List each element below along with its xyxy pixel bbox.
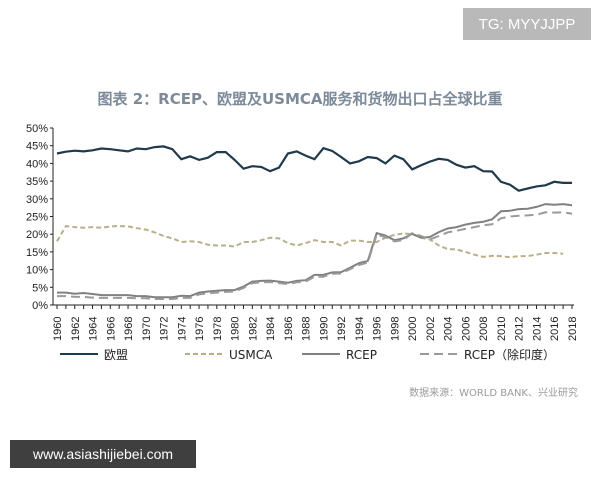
x-tick-label: 1984 [265, 317, 277, 341]
x-tick-label: 1968 [123, 317, 135, 341]
x-tick-label: 1960 [52, 317, 64, 341]
x-tick-label: 1962 [70, 317, 82, 341]
legend-label-3: RCEP（除印度） [464, 347, 555, 362]
series-line-1 [56, 225, 564, 259]
y-tick-label: 15% [26, 247, 48, 259]
y-tick-label: 10% [26, 265, 48, 277]
x-tick-label: 2000 [407, 317, 419, 341]
x-tick-label: 1996 [372, 317, 384, 341]
x-tick-label: 2014 [531, 317, 543, 341]
legend-label-0: 欧盟 [104, 348, 128, 362]
x-tick-label: 2008 [478, 317, 490, 341]
x-tick-label: 1990 [318, 317, 330, 341]
legend-label-1: USMCA [229, 348, 273, 362]
x-tick-label: 2004 [443, 317, 455, 341]
x-tick-label: 1974 [176, 317, 188, 341]
series-line-2 [57, 203, 573, 299]
series-line-3 [57, 211, 573, 300]
x-tick-label: 2012 [514, 317, 526, 341]
x-tick-label: 1970 [141, 317, 153, 341]
x-tick-label: 1980 [230, 317, 242, 341]
x-tick-label: 1982 [247, 317, 259, 341]
y-tick-label: 40% [26, 158, 48, 170]
x-tick-label: 2018 [567, 317, 579, 341]
y-tick-label: 20% [26, 229, 48, 241]
y-tick-label: 50% [26, 123, 48, 135]
y-tick-label: 25% [26, 212, 48, 224]
y-tick-label: 45% [26, 141, 48, 153]
chart-title: 图表 2：RCEP、欧盟及USMCA服务和货物出口占全球比重 [97, 90, 503, 108]
x-tick-label: 1966 [105, 317, 117, 341]
x-tick-label: 1988 [301, 317, 313, 341]
legend-label-2: RCEP [346, 348, 377, 362]
line-chart: 0% 5% 10% 15% 20% 25% 30% 35% 40% 45% 50% 1960 1962 1… [26, 123, 579, 362]
x-tick-label: 2006 [460, 317, 472, 341]
y-tick-label: 0% [32, 300, 48, 312]
y-tick-label: 30% [26, 194, 48, 206]
y-tick-label: 35% [26, 176, 48, 188]
x-tick-label: 1998 [389, 317, 401, 341]
x-tick-label: 2016 [549, 317, 561, 341]
source-note: 数据来源：WORLD BANK、兴业研究 [409, 388, 578, 399]
x-tick-label: 1976 [194, 317, 206, 341]
site-watermark: www.asiashijiebei.com [10, 440, 196, 468]
x-tick-label: 1978 [212, 317, 224, 341]
y-tick-label: 5% [32, 282, 48, 294]
x-tick-label: 1992 [336, 317, 348, 341]
x-tick-label: 1986 [283, 317, 295, 341]
series-line-0 [56, 145, 572, 192]
x-tick-label: 2002 [425, 317, 437, 341]
x-tick-label: 2010 [496, 317, 508, 341]
x-tick-label: 1972 [159, 317, 171, 341]
watermark: TG: MYYJJPP [463, 8, 591, 40]
x-tick-label: 1994 [354, 317, 366, 341]
x-tick-label: 1964 [88, 317, 100, 341]
